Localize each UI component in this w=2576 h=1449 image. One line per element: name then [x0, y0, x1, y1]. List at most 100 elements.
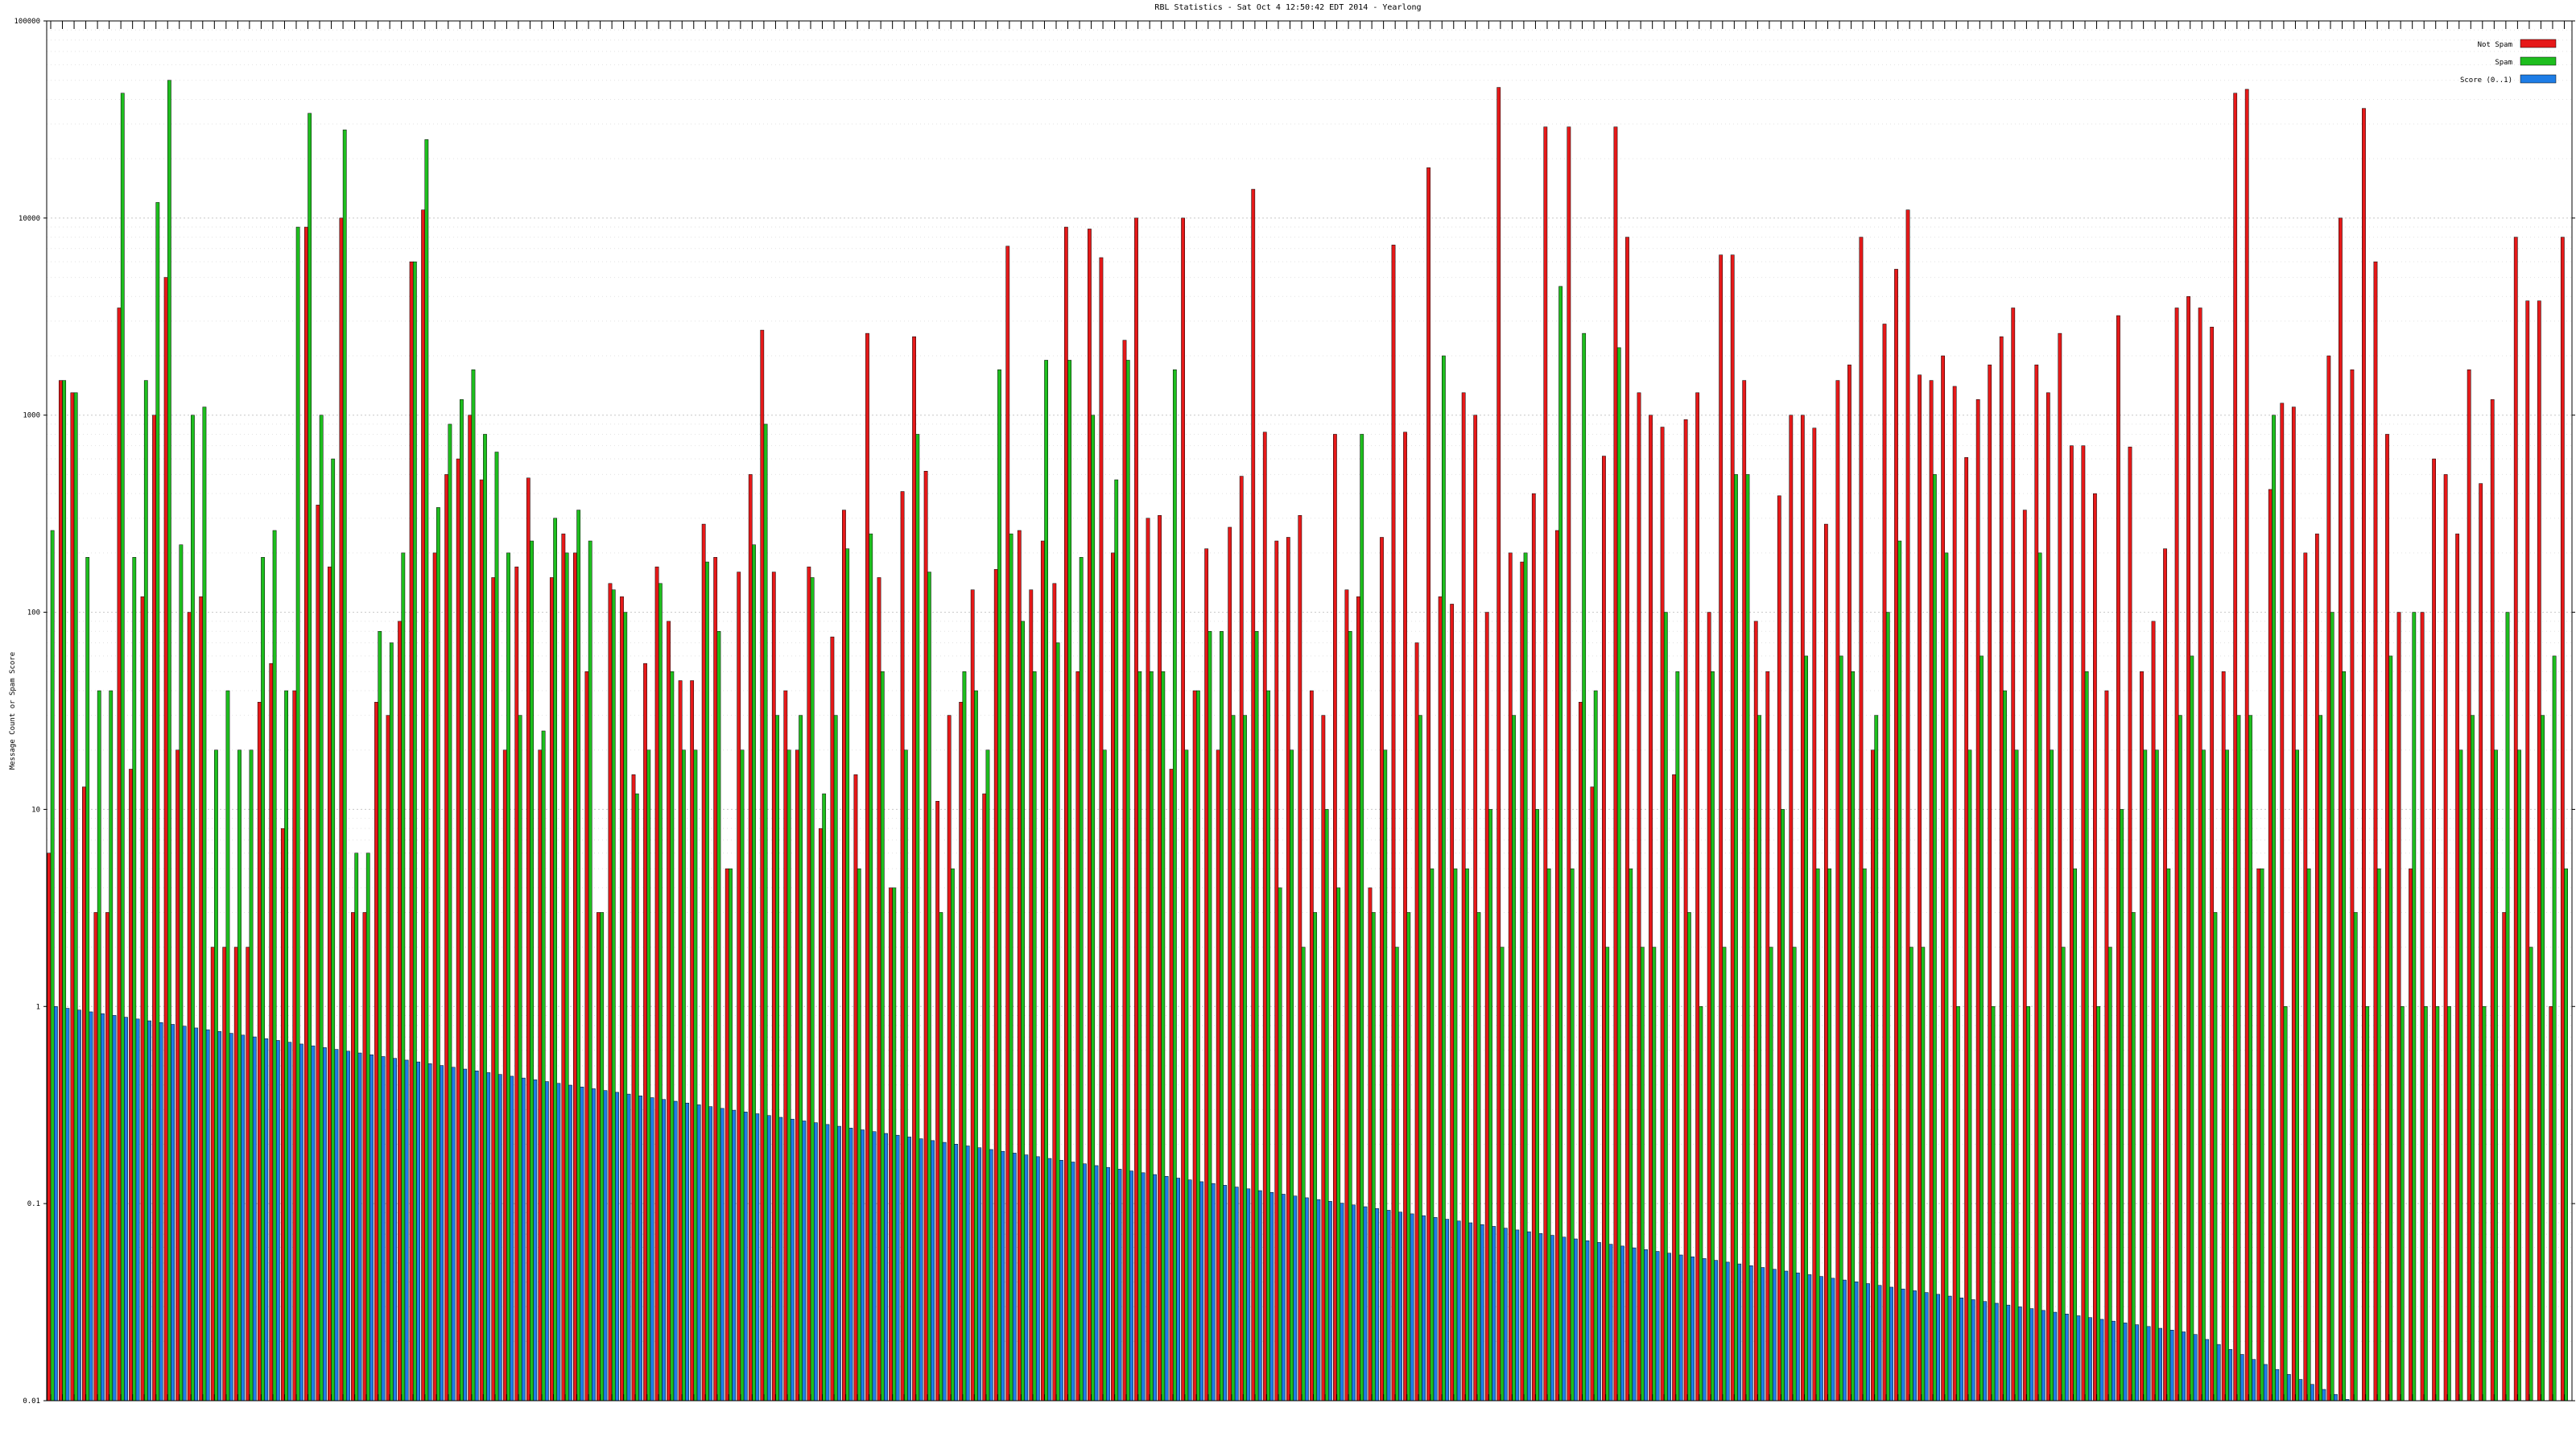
not-spam-bar [1508, 552, 1513, 1402]
spam-bar [2435, 1006, 2440, 1402]
spam-bar [2306, 868, 2311, 1402]
spam-bar [2564, 868, 2568, 1402]
score-bar [1562, 1236, 1567, 1402]
not-spam-bar [468, 415, 473, 1402]
spam-bar [2446, 1006, 2451, 1402]
legend-label: Score (0..1) [2460, 76, 2512, 85]
spam-bar [1734, 474, 1738, 1402]
score-bar [1001, 1150, 1005, 1402]
spam-bar [1640, 947, 1645, 1402]
not-spam-bar [597, 912, 601, 1402]
spam-bar [2107, 947, 2112, 1402]
spam-bar [576, 510, 581, 1402]
legend: Not Spam Spam Score (0..1) [2460, 39, 2557, 85]
not-spam-bar [2350, 369, 2355, 1402]
not-spam-bar [1075, 671, 1080, 1402]
score-bar [2112, 1320, 2116, 1402]
not-spam-bar [1602, 456, 1606, 1402]
score-bar [112, 1015, 117, 1402]
score-bar [287, 1042, 292, 1402]
not-spam-bar [2455, 533, 2460, 1402]
not-spam-bar [1918, 374, 1922, 1402]
not-spam-bar [292, 690, 297, 1402]
spam-bar [1278, 887, 1282, 1402]
score-bar [1433, 1217, 1438, 1402]
spam-bar [1582, 332, 1587, 1402]
spam-bar [2400, 1006, 2405, 1402]
spam-bar [284, 690, 288, 1402]
spam-bar [1360, 434, 1364, 1402]
spam-bar [833, 715, 838, 1402]
y-tick-label: 0.1 [27, 1200, 40, 1208]
spam-bar [2494, 749, 2498, 1402]
score-bar [592, 1088, 596, 1402]
not-spam-bar [1216, 749, 1220, 1402]
score-bar [2017, 1307, 2022, 1402]
score-bar [1843, 1279, 1847, 1402]
spam-bar [342, 130, 347, 1402]
spam-bar [1663, 612, 1668, 1402]
spam-bar [132, 557, 137, 1402]
spam-bar [974, 690, 978, 1402]
score-bar [205, 1029, 210, 1402]
not-spam-bar [1567, 126, 1571, 1402]
spam-bar [740, 749, 745, 1402]
score-bar [650, 1097, 654, 1402]
not-spam-bar [1988, 364, 1992, 1402]
score-bar [1106, 1166, 1110, 1402]
not-spam-bar [1029, 589, 1034, 1402]
score-bar [381, 1056, 386, 1402]
score-bar [124, 1017, 128, 1402]
score-bar [1854, 1282, 1859, 1402]
spam-bar [1769, 947, 1773, 1402]
score-bar [895, 1134, 900, 1402]
not-spam-bar [631, 774, 636, 1402]
spam-bar [1453, 868, 1458, 1402]
spam-bar [1570, 868, 1575, 1402]
plot-frame [46, 20, 2573, 1402]
spam-bar [927, 572, 931, 1402]
not-spam-bar [1964, 457, 1969, 1402]
score-bar [264, 1038, 269, 1402]
score-bar [1492, 1226, 1496, 1402]
not-spam-bar [1789, 415, 1794, 1402]
not-spam-bar [1356, 596, 1360, 1402]
not-spam-bar [269, 663, 274, 1402]
not-spam-bar [1800, 415, 1805, 1402]
score-bar [101, 1013, 105, 1402]
score-bar [1574, 1238, 1578, 1402]
not-spam-bar [2163, 548, 2167, 1402]
not-spam-bar [199, 596, 204, 1402]
spam-bar [2178, 715, 2182, 1402]
y-tick-label: 1000 [23, 412, 40, 420]
score-bar [77, 1009, 81, 1402]
spam-bar [2318, 715, 2323, 1402]
not-spam-bar [1298, 515, 1302, 1402]
score-bar [1913, 1290, 1917, 1402]
score-bar [252, 1036, 257, 1402]
score-bar [1398, 1212, 1402, 1402]
score-bar [2205, 1339, 2210, 1402]
spam-bar [1722, 947, 1727, 1402]
not-spam-bar [1613, 126, 1618, 1402]
score-bar [1971, 1299, 1975, 1402]
not-spam-bar [2525, 300, 2530, 1402]
not-spam-bar [1426, 167, 1430, 1402]
not-spam-bar [129, 769, 133, 1402]
spam-bar [1430, 868, 1435, 1402]
not-spam-bar [58, 380, 63, 1402]
not-spam-bar [456, 458, 460, 1402]
not-spam-bar [737, 572, 741, 1402]
spam-bar [2529, 947, 2533, 1402]
not-spam-bar [1473, 415, 1478, 1402]
not-spam-bar [654, 566, 659, 1402]
score-bar [1316, 1199, 1321, 1402]
not-spam-bar [1286, 537, 1290, 1402]
spam-bar [448, 423, 452, 1402]
score-bar [1153, 1174, 1157, 1402]
not-spam-bar [47, 852, 52, 1402]
spam-bar [73, 392, 78, 1402]
not-spam-bar [1052, 583, 1057, 1402]
score-bar [778, 1117, 783, 1402]
score-bar [965, 1146, 970, 1402]
